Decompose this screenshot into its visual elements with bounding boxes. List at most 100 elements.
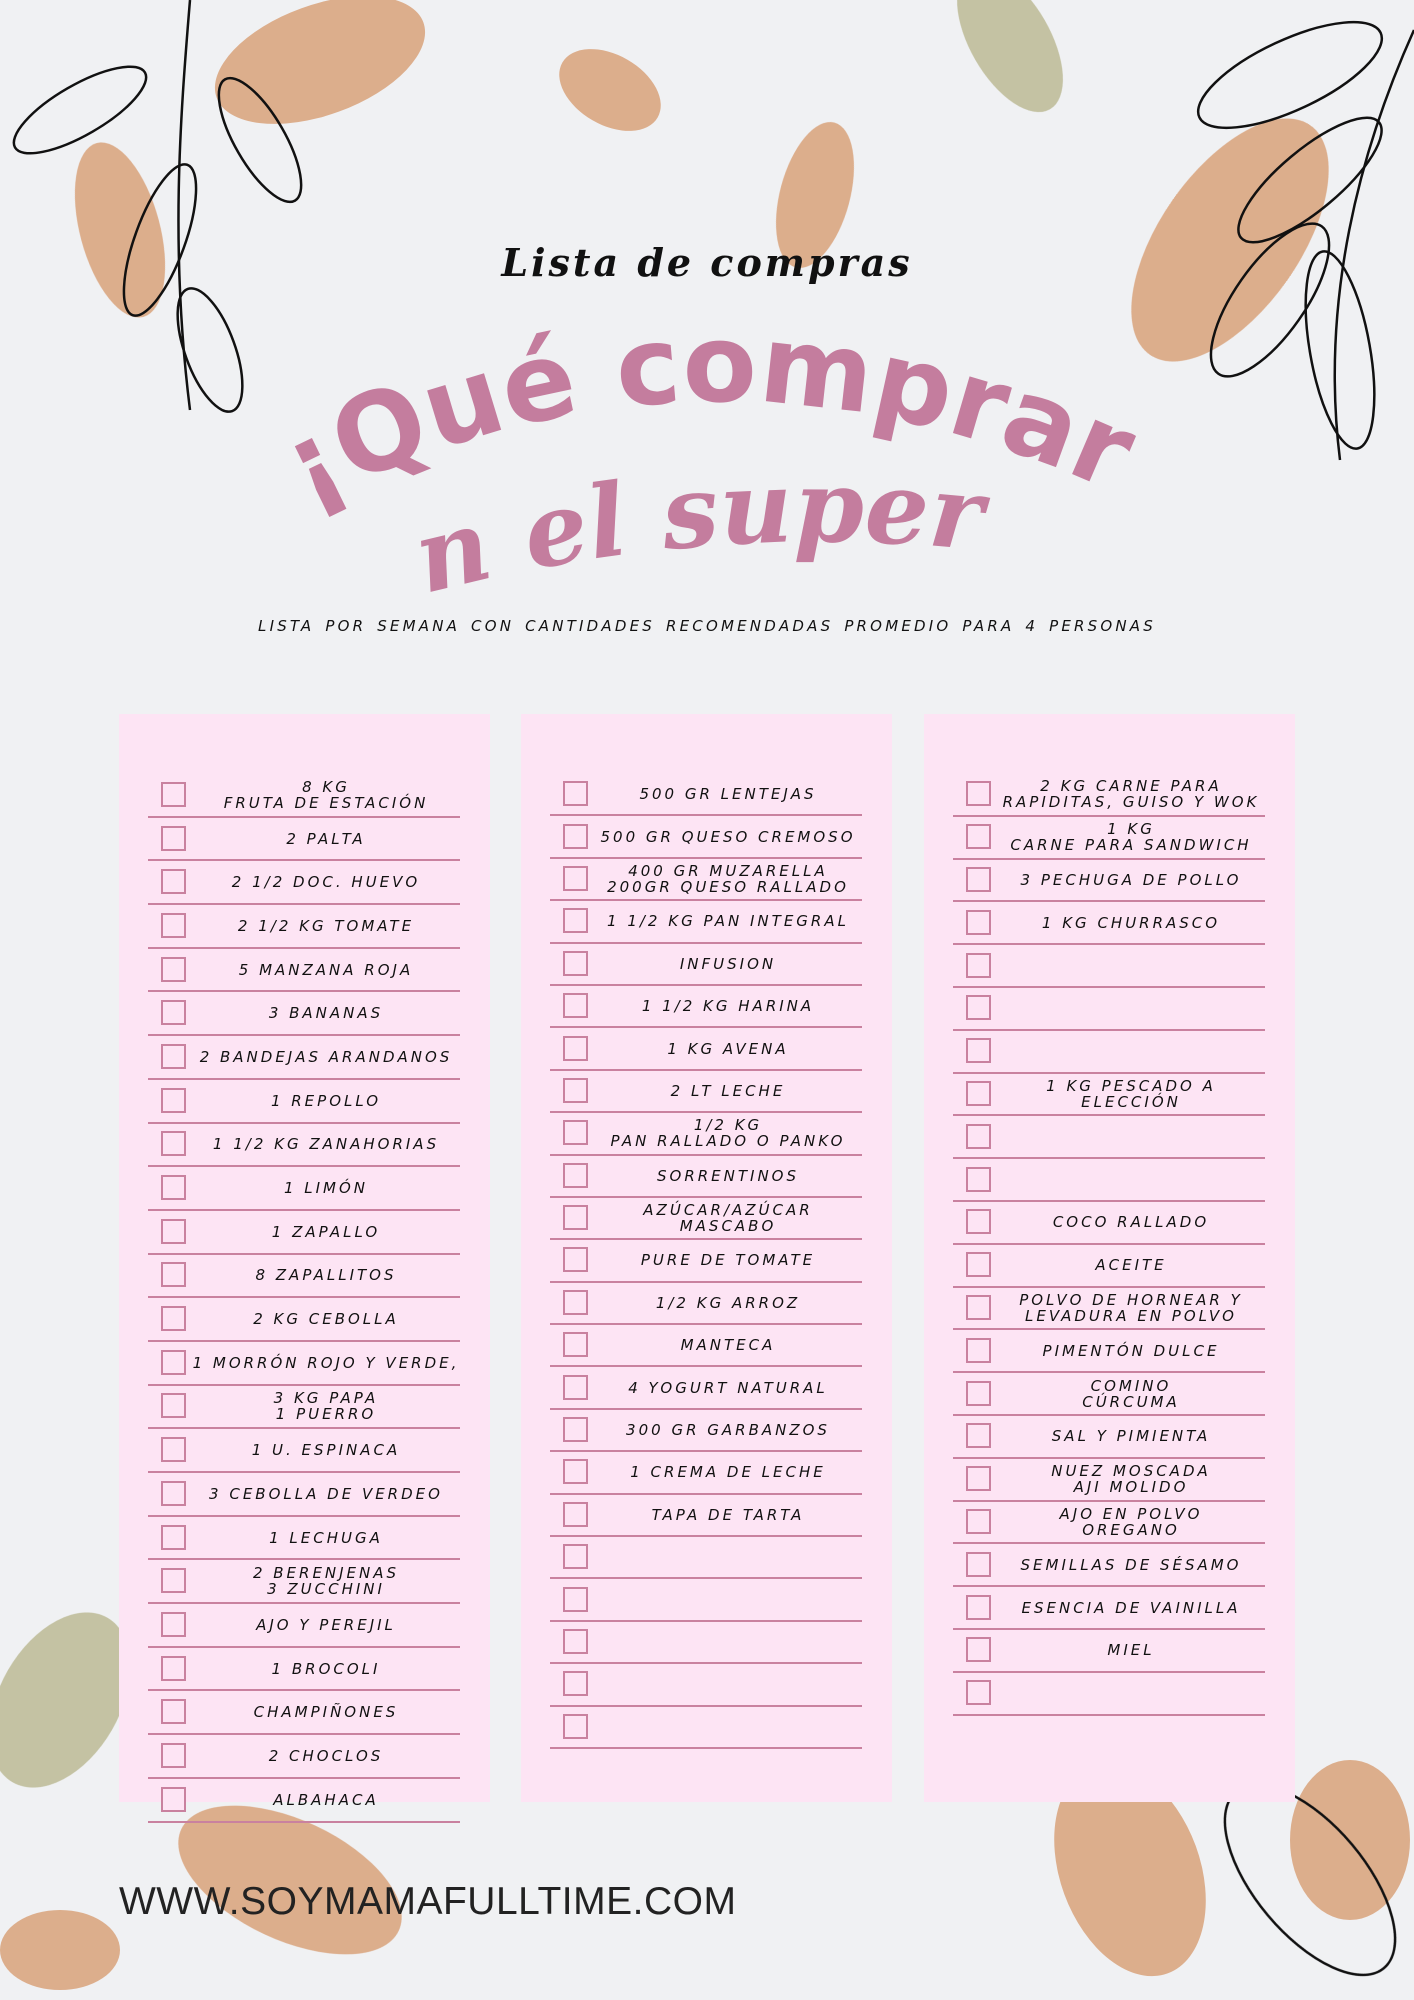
list-item: 1 1/2 KG PAN INTEGRAL	[550, 901, 862, 944]
item-label: 2 CHOCLOS	[268, 1746, 384, 1765]
checkbox[interactable]	[966, 1466, 991, 1492]
checkbox[interactable]	[563, 1162, 588, 1188]
checkbox[interactable]	[966, 1594, 991, 1620]
item-label: 2 LT LECHE	[670, 1081, 786, 1100]
item-label: 500 GR LENTEJAS	[639, 785, 817, 804]
list-item: 1 KG PESCADO A ELECCIÓN	[953, 1074, 1265, 1117]
checkbox[interactable]	[563, 1205, 588, 1231]
checkbox[interactable]	[161, 1786, 186, 1812]
checkbox[interactable]	[563, 1035, 588, 1061]
checkbox[interactable]	[161, 781, 186, 807]
checkbox[interactable]	[563, 1289, 588, 1315]
checkbox[interactable]	[161, 912, 186, 938]
checkbox[interactable]	[161, 1699, 186, 1725]
item-label: PIMENTÓN DULCE	[1042, 1341, 1220, 1360]
list-item: 3 CEBOLLA DE VERDEO	[148, 1473, 460, 1517]
list-item: 1 LIMÓN	[148, 1167, 460, 1211]
checkbox[interactable]	[563, 1247, 588, 1273]
checkbox[interactable]	[563, 1332, 588, 1358]
checkbox[interactable]	[161, 1218, 186, 1244]
checkbox[interactable]	[563, 1120, 588, 1146]
checkbox[interactable]	[966, 995, 991, 1021]
checkbox[interactable]	[563, 1586, 588, 1612]
checkbox[interactable]	[161, 869, 186, 895]
checkbox[interactable]	[966, 952, 991, 978]
checkbox[interactable]	[563, 823, 588, 849]
item-label: 1 1/2 KG ZANAHORIAS	[212, 1135, 440, 1154]
list-item: 1 KG CARNE PARA SANDWICH	[953, 817, 1265, 860]
checkbox[interactable]	[161, 1349, 186, 1375]
list-item: 1 1/2 KG ZANAHORIAS	[148, 1124, 460, 1168]
checkbox[interactable]	[161, 1131, 186, 1157]
list-item: 2 BANDEJAS ARANDANOS	[148, 1036, 460, 1080]
checkbox[interactable]	[563, 908, 588, 934]
checkbox[interactable]	[161, 1655, 186, 1681]
checkbox[interactable]	[966, 824, 991, 850]
list-item: 2 PALTA	[148, 818, 460, 862]
checkbox[interactable]	[966, 1080, 991, 1106]
item-label: 1 1/2 KG HARINA	[641, 997, 815, 1016]
checkbox[interactable]	[966, 1380, 991, 1406]
item-label: 1 LIMÓN	[283, 1179, 369, 1198]
checkbox[interactable]	[563, 1671, 588, 1697]
item-label: ACEITE	[1095, 1256, 1167, 1275]
checkbox[interactable]	[161, 1480, 186, 1506]
list-item: ALBAHACA	[148, 1779, 460, 1823]
checkbox[interactable]	[966, 1294, 991, 1320]
checkbox[interactable]	[161, 1262, 186, 1288]
checkbox[interactable]	[966, 1337, 991, 1363]
checkbox[interactable]	[161, 1742, 186, 1768]
checkbox[interactable]	[563, 993, 588, 1019]
checkbox[interactable]	[563, 950, 588, 976]
item-label: 8 KG FRUTA DE ESTACIÓN	[223, 777, 429, 812]
checkbox[interactable]	[563, 1459, 588, 1485]
checkbox[interactable]	[563, 1713, 588, 1739]
checkbox[interactable]	[161, 1568, 186, 1594]
item-label: INFUSION	[679, 954, 777, 973]
checkbox[interactable]	[161, 1393, 186, 1419]
checkbox[interactable]	[563, 1417, 588, 1443]
checkbox[interactable]	[563, 1077, 588, 1103]
checkbox[interactable]	[966, 1038, 991, 1064]
checkbox[interactable]	[161, 1000, 186, 1026]
list-item	[953, 945, 1265, 988]
checkbox[interactable]	[563, 1544, 588, 1570]
checkbox[interactable]	[161, 1437, 186, 1463]
item-label: 2 KG CEBOLLA	[253, 1310, 399, 1329]
checkbox[interactable]	[966, 1551, 991, 1577]
checkbox[interactable]	[966, 909, 991, 935]
list-item: SAL Y PIMIENTA	[953, 1416, 1265, 1459]
checkbox[interactable]	[161, 956, 186, 982]
list-item: PIMENTÓN DULCE	[953, 1330, 1265, 1374]
list-column-3: 2 KG CARNE PARA RAPIDITAS, GUISO Y WOK 1 …	[924, 714, 1295, 1802]
checkbox[interactable]	[966, 1508, 991, 1534]
list-item: AZÚCAR/AZÚCAR MASCABO	[550, 1198, 862, 1241]
checkbox[interactable]	[161, 1175, 186, 1201]
checkbox[interactable]	[966, 1123, 991, 1149]
checkbox[interactable]	[966, 1423, 991, 1449]
list-item: ACEITE	[953, 1245, 1265, 1288]
checkbox[interactable]	[161, 1043, 186, 1069]
checkbox[interactable]	[161, 1524, 186, 1550]
checkbox[interactable]	[966, 1680, 991, 1706]
checkbox[interactable]	[563, 781, 588, 807]
checkbox[interactable]	[966, 1252, 991, 1278]
checkbox[interactable]	[966, 1637, 991, 1663]
checkbox[interactable]	[966, 866, 991, 892]
checkbox[interactable]	[563, 1374, 588, 1400]
checkbox[interactable]	[563, 865, 588, 891]
checkbox[interactable]	[161, 1611, 186, 1637]
list-item: 2 BERENJENAS 3 ZUCCHINI	[148, 1560, 460, 1605]
checkbox[interactable]	[966, 1166, 991, 1192]
item-label: MIEL	[1107, 1641, 1155, 1660]
item-label: 2 KG CARNE PARA RAPIDITAS, GUISO Y WOK	[1002, 777, 1260, 812]
checkbox[interactable]	[563, 1501, 588, 1527]
list-item	[953, 988, 1265, 1031]
checkbox[interactable]	[161, 825, 186, 851]
checkbox[interactable]	[966, 1209, 991, 1235]
checkbox[interactable]	[563, 1629, 588, 1654]
list-item: 3 PECHUGA DE POLLO	[953, 860, 1265, 903]
checkbox[interactable]	[161, 1087, 186, 1113]
checkbox[interactable]	[161, 1306, 186, 1332]
checkbox[interactable]	[966, 781, 991, 807]
